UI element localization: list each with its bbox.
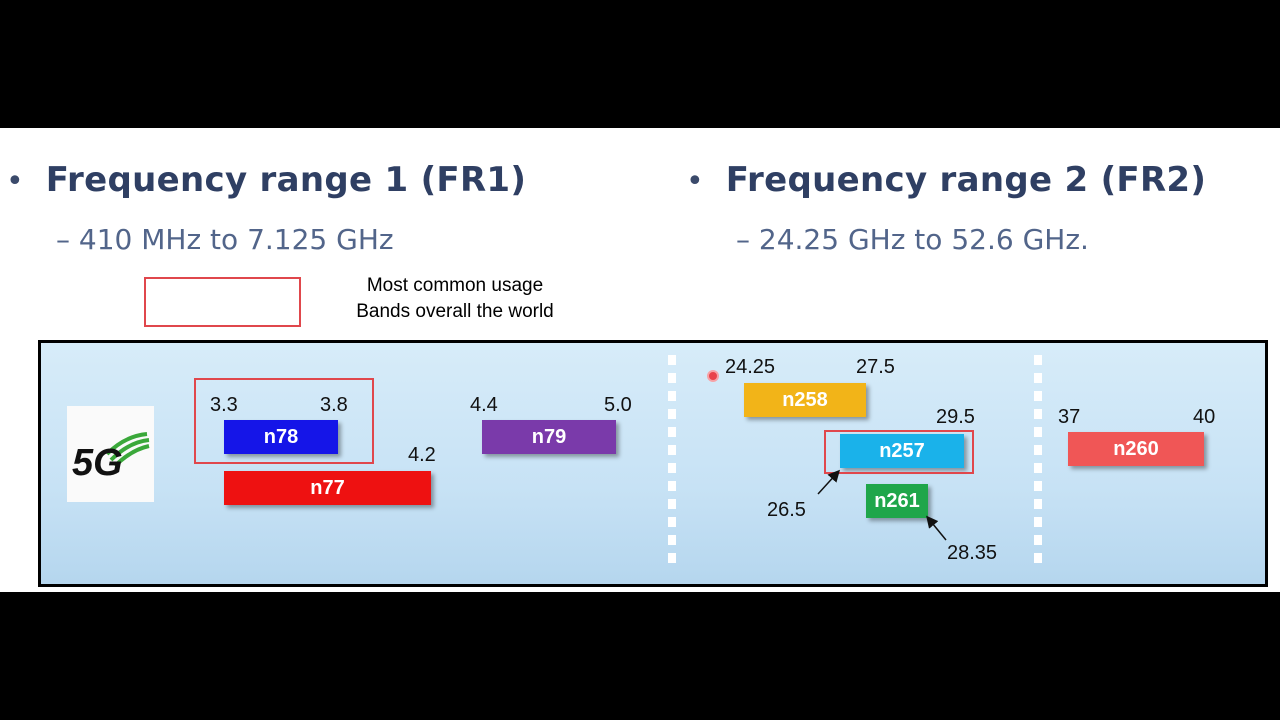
band-n79: n79	[482, 420, 616, 454]
n258-high-label: 27.5	[856, 356, 895, 378]
band-n78: n78	[224, 420, 338, 454]
n260-high-label: 40	[1193, 406, 1216, 428]
arrow-to-n261-end	[926, 515, 947, 541]
fr2-heading: • Frequency range 2 (FR2)	[686, 160, 1206, 200]
pointer-dot	[707, 370, 719, 382]
n79-low-label: 4.4	[470, 394, 498, 416]
fr2-title: Frequency range 2 (FR2)	[725, 160, 1207, 200]
signal-waves-icon	[105, 432, 150, 468]
n257-high-label: 29.5	[936, 406, 975, 428]
arrow-to-n257-start	[817, 469, 841, 495]
empty-highlight-box	[144, 277, 301, 327]
bullet: •	[6, 164, 24, 199]
n78-highlight-box	[194, 378, 374, 464]
band-n261: n261	[866, 484, 928, 518]
band-n257: n257	[840, 434, 964, 468]
n260-low-label: 37	[1058, 406, 1081, 428]
bullet: •	[686, 164, 704, 199]
fr1-heading: • Frequency range 1 (FR1)	[6, 160, 526, 200]
fr-divider-right	[1034, 355, 1042, 565]
callout-line-1: Most common usage	[366, 275, 544, 296]
n77-high-label: 4.2	[408, 444, 436, 466]
n261-high-label: 28.35	[947, 542, 998, 564]
logo-text: 5G	[72, 442, 123, 484]
n79-high-label: 5.0	[604, 394, 632, 416]
fr1-title: Frequency range 1 (FR1)	[45, 160, 527, 200]
fr2-range: – 24.25 GHz to 52.6 GHz.	[736, 223, 1089, 256]
n257-low-label: 26.5	[767, 499, 806, 521]
callout-text: Most common usage Bands overall the worl…	[320, 273, 590, 325]
band-n258: n258	[744, 383, 866, 417]
band-n77: n77	[224, 471, 431, 505]
band-n260: n260	[1068, 432, 1204, 466]
fr1-range: – 410 MHz to 7.125 GHz	[56, 223, 394, 256]
callout-line-2: Bands overall the world	[356, 301, 554, 322]
5g-signal-logo-icon: 5G	[67, 406, 154, 502]
n78-low-label: 3.3	[210, 394, 238, 416]
fr-divider-left	[668, 355, 676, 565]
n78-high-label: 3.8	[320, 394, 348, 416]
n257-highlight-box	[824, 430, 974, 474]
n258-low-label: 24.25	[725, 356, 776, 378]
